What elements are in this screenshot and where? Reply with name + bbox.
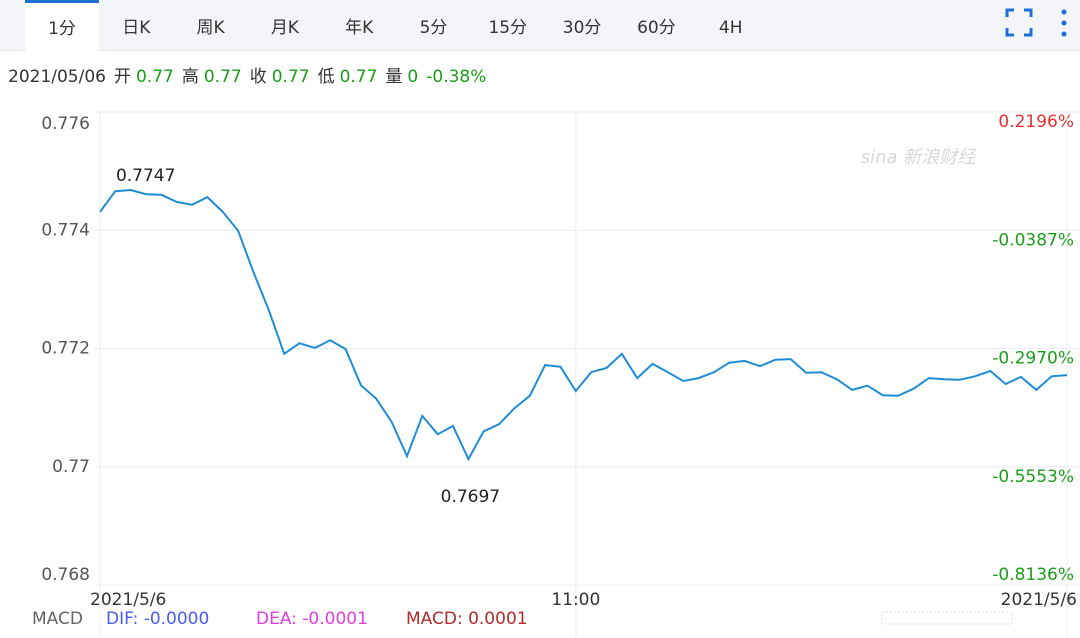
- tab[interactable]: 1分: [25, 0, 99, 51]
- tab-icons: [1005, 8, 1067, 37]
- extreme-label: 0.7747: [116, 166, 175, 186]
- quote-line: 2021/05/06 开 0.77 高 0.77 收 0.77 低 0.77 量 0 -0.38%: [8, 62, 494, 87]
- quote-date: 2021/05/06: [8, 67, 106, 87]
- y2-tick-label: -0.5553%: [992, 467, 1074, 487]
- tab[interactable]: 日K: [122, 18, 151, 38]
- x-tick-label: 11:00: [551, 590, 600, 610]
- y-tick-label: 0.768: [41, 565, 90, 585]
- y-tick-label: 0.776: [41, 114, 90, 134]
- tab-bar: 1分 日K 周K 月K 年K 5分 15分 30分 60分 4H: [0, 0, 1080, 51]
- quote-label: 开: [113, 67, 131, 87]
- y2-tick-label: -0.0387%: [992, 230, 1074, 250]
- quote-change: -0.38%: [426, 67, 487, 87]
- tab[interactable]: 年K: [345, 18, 374, 38]
- y-tick-label: 0.772: [41, 339, 90, 359]
- quote-label: 高: [181, 67, 199, 87]
- more-icon[interactable]: [1061, 9, 1067, 37]
- x-tick-label: 2021/5/6: [1001, 590, 1077, 610]
- tab[interactable]: 周K: [196, 18, 225, 38]
- macd-label: MACD: [32, 609, 83, 629]
- x-tick-label: 2021/5/6: [90, 590, 166, 610]
- tab[interactable]: 4H: [718, 18, 743, 38]
- y-tick-label: 0.77: [52, 457, 90, 477]
- fullscreen-icon[interactable]: [1005, 8, 1033, 37]
- quote-value: 0: [407, 67, 419, 87]
- y2-tick-label: -0.2970%: [992, 349, 1074, 369]
- y-tick-label: 0.774: [41, 220, 90, 240]
- quote-label: 量: [385, 67, 403, 87]
- tab[interactable]: 30分: [562, 18, 602, 38]
- y2-tick-label: -0.8136%: [992, 565, 1074, 585]
- tab[interactable]: 月K: [270, 18, 299, 38]
- watermark: sina 新浪财经: [861, 147, 978, 168]
- tab[interactable]: 5分: [419, 18, 448, 38]
- macd-item: DEA: -0.0001: [256, 609, 368, 629]
- quote-value: 0.77: [271, 67, 310, 87]
- y2-tick-label: 0.2196%: [998, 112, 1074, 132]
- quote-label: 低: [317, 67, 335, 87]
- macd-item: MACD: 0.0001: [406, 609, 528, 629]
- quote-value: 0.77: [203, 67, 242, 87]
- quote-value: 0.77: [135, 67, 174, 87]
- tab[interactable]: 60分: [637, 18, 676, 38]
- macd-item: DIF: -0.0000: [106, 609, 209, 629]
- tab[interactable]: 15分: [488, 18, 528, 38]
- quote-value: 0.77: [339, 67, 378, 87]
- macd-frame: [881, 611, 1013, 625]
- quote-label: 收: [249, 67, 267, 87]
- price-line: [99, 188, 1068, 462]
- extreme-label: 0.7697: [441, 487, 500, 507]
